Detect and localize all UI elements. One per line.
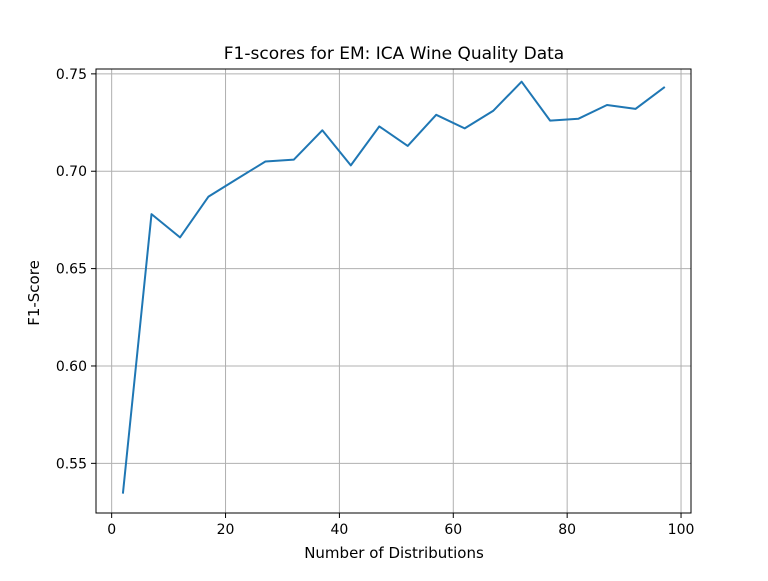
y-axis-label: F1-Score [25, 260, 43, 326]
ticks: 0 20 40 60 80 100 0.55 0.60 0.65 0.70 0.75 [56, 67, 695, 538]
y-tick-label: 0.70 [56, 164, 87, 180]
x-tick-label: 60 [444, 522, 462, 538]
series-line [123, 82, 664, 493]
x-tick-label: 40 [330, 522, 348, 538]
x-tick-label: 20 [217, 522, 235, 538]
chart-title: F1-scores for EM: ICA Wine Quality Data [224, 44, 564, 64]
x-tick-label: 100 [668, 522, 695, 538]
y-tick-label: 0.60 [56, 359, 87, 375]
y-tick-label: 0.55 [56, 456, 87, 472]
series-layer [123, 82, 664, 493]
y-tick-label: 0.75 [56, 67, 87, 83]
x-tick-label: 80 [558, 522, 576, 538]
x-axis-label: Number of Distributions [304, 544, 484, 562]
x-tick-label: 0 [107, 522, 116, 538]
y-tick-label: 0.65 [56, 262, 87, 278]
